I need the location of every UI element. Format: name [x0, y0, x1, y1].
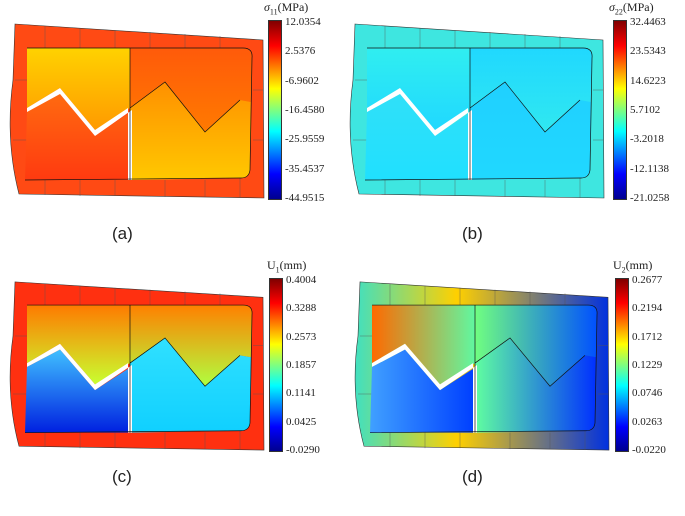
region-lower-left	[370, 349, 473, 433]
colorbar-tick-label: 12.0354	[285, 16, 321, 28]
colorbar-tick-label: -35.4537	[285, 162, 325, 175]
region-lower-left	[25, 94, 128, 180]
colorbar-tick-label: -0.0290	[286, 444, 320, 456]
colorbar-tick-label: 5.7102	[630, 104, 661, 116]
region-lower-left	[365, 94, 468, 180]
colorbar	[268, 20, 282, 200]
region-lower-left	[25, 349, 128, 433]
region-lower-right	[475, 337, 596, 433]
region-upper-left	[367, 48, 470, 130]
colorbar-tick-label: 0.0746	[632, 387, 663, 400]
panel-caption: (b)	[462, 224, 483, 243]
region-upper-left	[372, 305, 475, 385]
colorbar-tick-label: 0.1857	[286, 359, 317, 371]
boundary-lines	[364, 47, 593, 181]
boundary-lines	[24, 304, 253, 434]
colorbar-tick-label: 0.1141	[286, 387, 316, 400]
colorbar	[269, 278, 283, 452]
colorbar-tick-label: 0.2677	[632, 274, 663, 286]
region-upper-left	[27, 305, 130, 385]
colorbar-tick-label: 0.0263	[632, 415, 663, 428]
contour-plot	[9, 281, 265, 451]
region-upper-left	[27, 48, 130, 130]
colorbar-tick-label: 0.1229	[632, 359, 663, 371]
region-lower-right	[130, 337, 251, 433]
colorbar-title: σ22(MPa)	[609, 0, 654, 17]
panel-caption: (c)	[112, 467, 132, 486]
panel-caption: (a)	[112, 224, 133, 243]
colorbar-tick-label: 32.4463	[630, 16, 666, 28]
colorbar-tick-label: 0.2194	[632, 302, 663, 315]
colorbar-tick-label: 0.2573	[286, 330, 317, 343]
boundary-lines	[24, 47, 253, 181]
contour-plot	[349, 23, 605, 199]
region-upper-right	[475, 305, 598, 387]
colorbar-tick-label: 23.5343	[630, 45, 666, 58]
colorbar-tick-label: 0.0425	[286, 415, 317, 428]
colorbar-title: σ11(MPa)	[264, 0, 309, 17]
colorbar-tick-label: 0.3288	[286, 302, 317, 315]
colorbar-tick-label: -21.0258	[630, 192, 670, 204]
colorbar-tick-label: -44.9515	[285, 192, 325, 204]
colorbar-tick-label: -3.2018	[630, 133, 664, 146]
contour-plot	[354, 281, 610, 451]
region-lower-right	[130, 82, 251, 180]
region-upper-right	[470, 48, 593, 132]
colorbar-tick-label: -6.9602	[285, 74, 319, 87]
colorbar-title: U2(mm)	[613, 258, 653, 275]
region-upper-right	[130, 305, 253, 387]
contour-plot	[9, 23, 265, 199]
colorbar	[615, 278, 629, 452]
colorbar-tick-label: 0.1712	[632, 330, 663, 343]
region-lower-right	[470, 82, 591, 180]
colorbar-tick-label: 0.4004	[286, 274, 317, 286]
colorbar-tick-label: -16.4580	[285, 104, 325, 116]
colorbar-tick-label: -0.0220	[632, 444, 666, 456]
colorbar-tick-label: -12.1138	[630, 162, 670, 175]
region-upper-right	[130, 48, 253, 132]
colorbar-tick-label: 2.5376	[285, 45, 316, 58]
colorbar-tick-label: -25.9559	[285, 133, 325, 146]
panel-caption: (d)	[462, 467, 483, 486]
colorbar-title: U1(mm)	[267, 258, 307, 275]
colorbar	[613, 20, 627, 200]
colorbar-tick-label: 14.6223	[630, 74, 666, 87]
boundary-lines	[369, 304, 598, 434]
